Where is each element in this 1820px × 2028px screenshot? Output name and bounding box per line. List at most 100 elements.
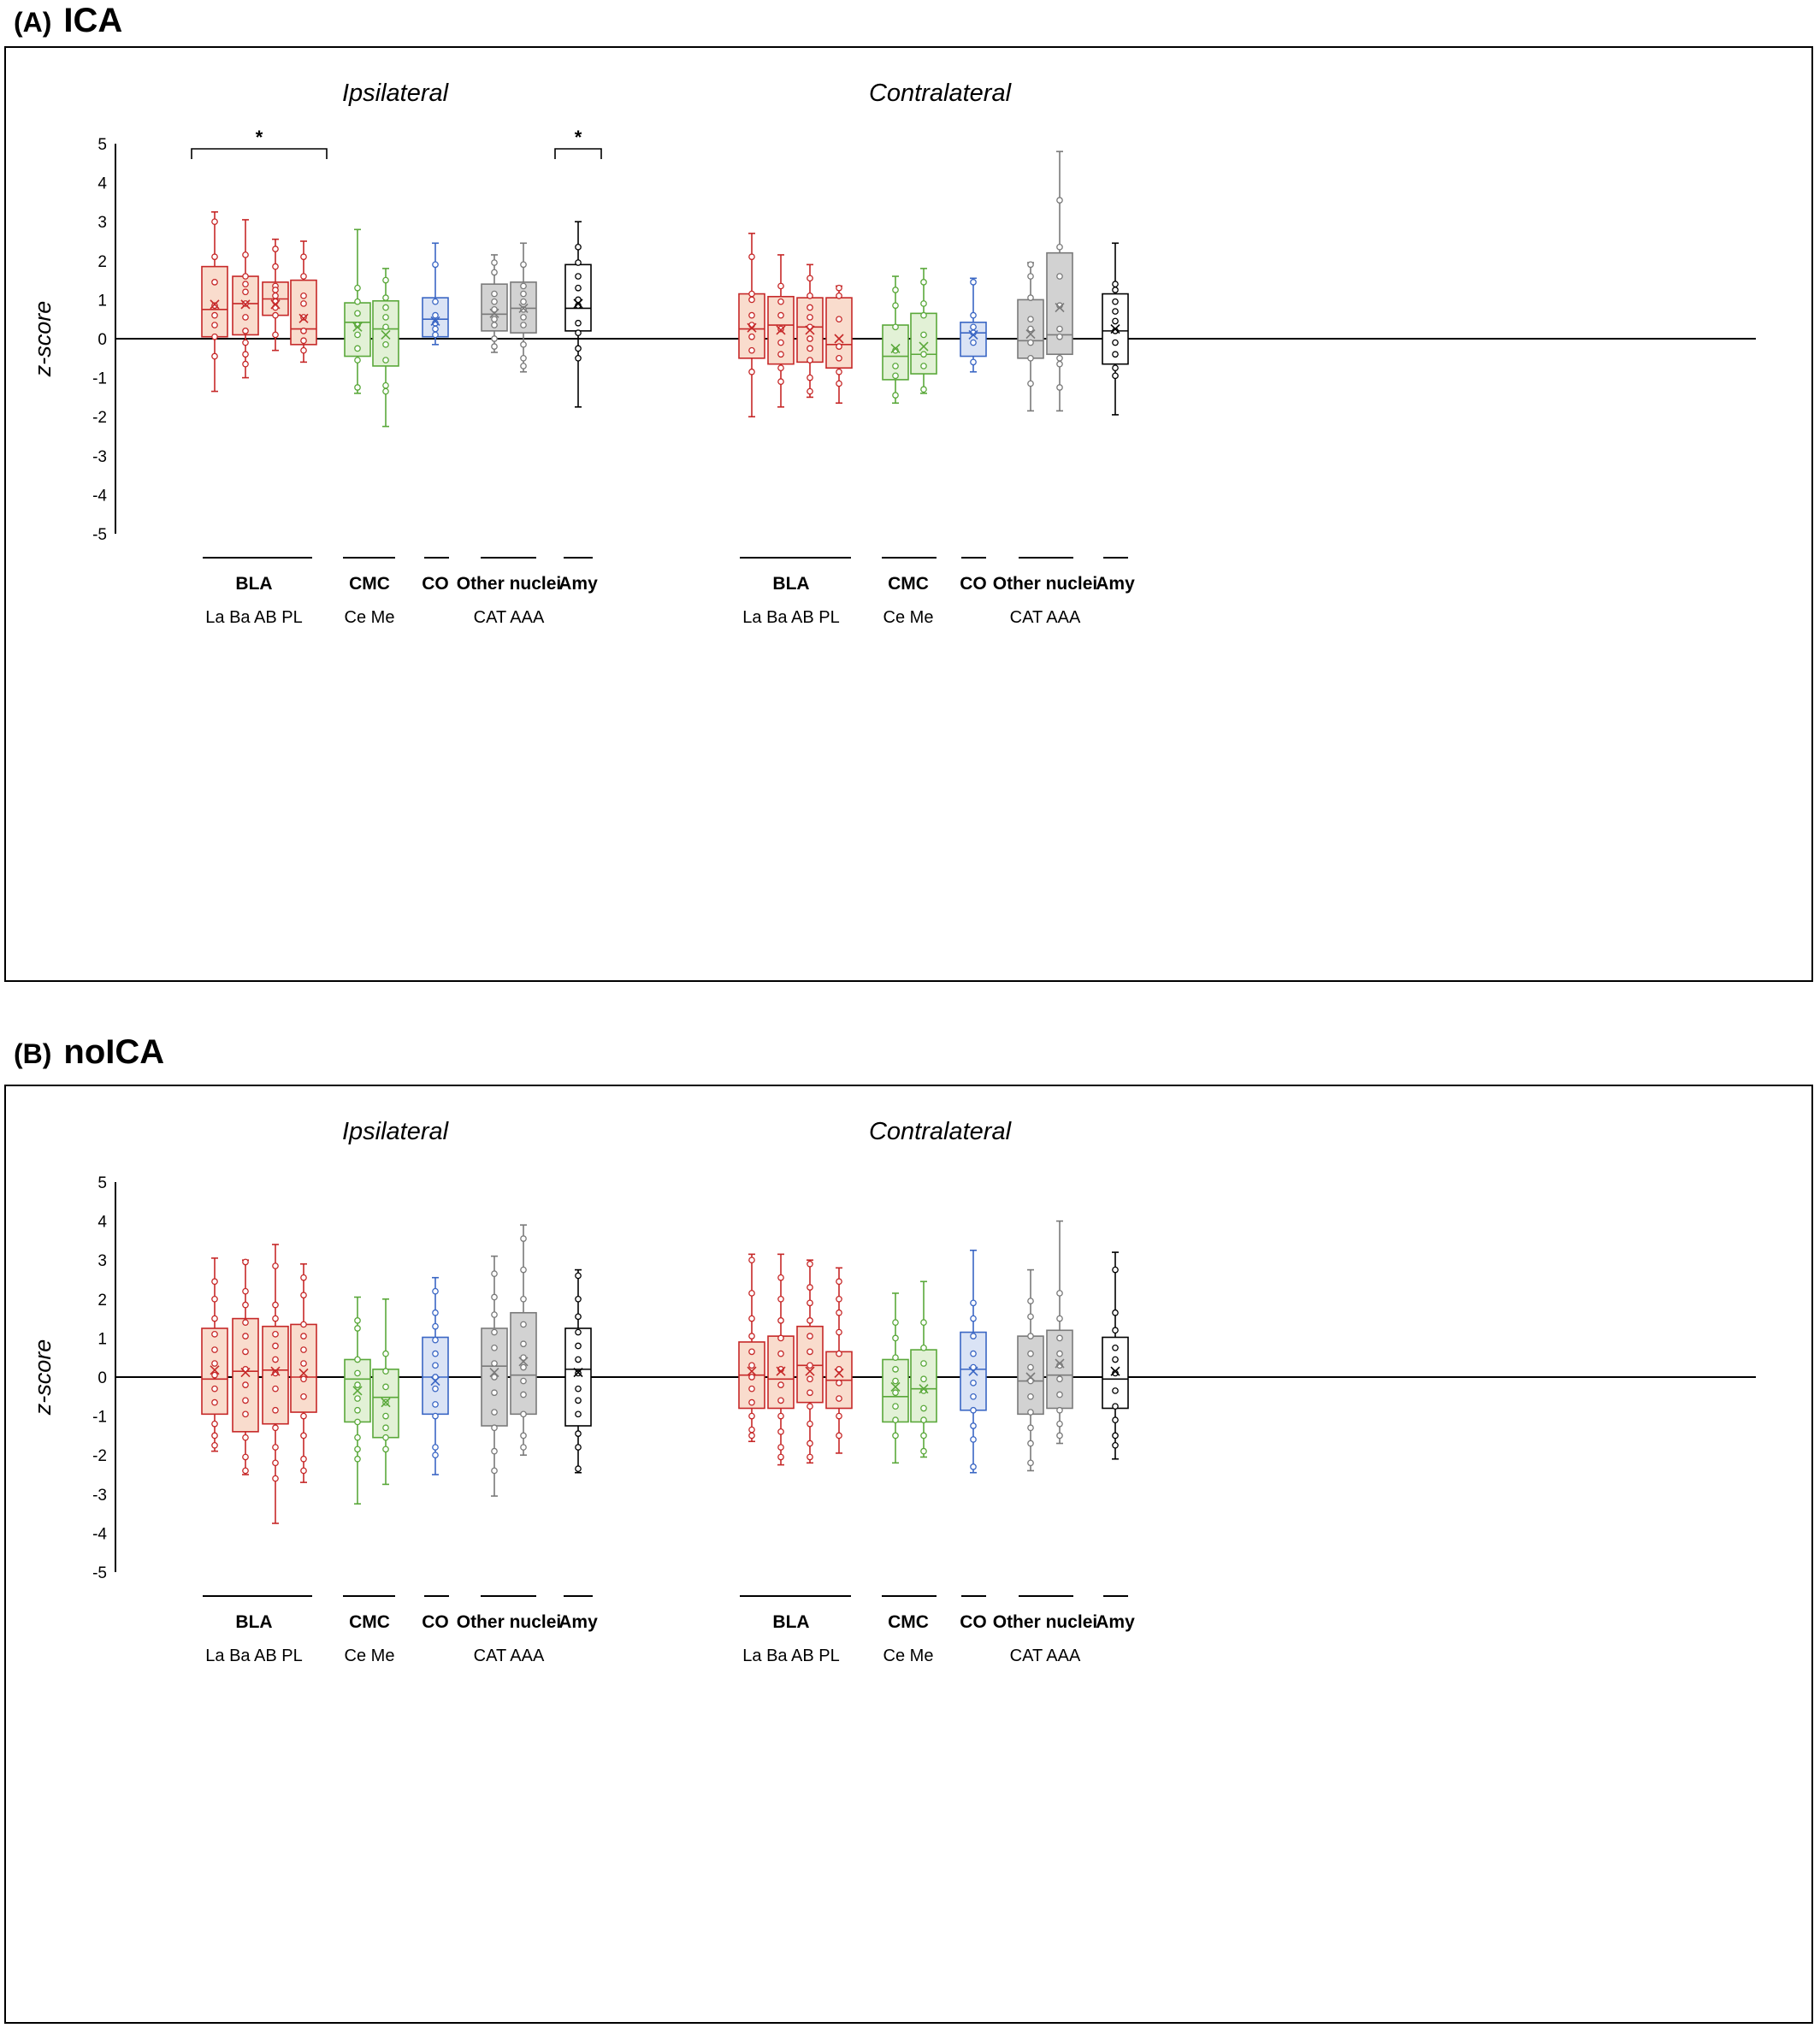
y-tick-label: 5 [98,1174,107,1192]
mean-marker [210,299,220,310]
group-label: CMC [349,1612,390,1632]
data-point [807,1362,813,1369]
mean-marker [890,1381,901,1392]
data-point [920,279,927,286]
data-point [970,1315,977,1322]
data-point [491,298,498,305]
data-point [211,1330,218,1338]
group-label: Other nuclei [993,1612,1098,1632]
group-label: Other nuclei [457,1612,562,1632]
mean-marker [1110,1366,1120,1376]
group-sublabel: La Ba AB PL [742,1647,839,1665]
data-point [920,1375,927,1383]
box-plot [960,277,987,373]
box-plot [232,219,259,379]
box-plot [201,1257,228,1452]
significance-bracket [191,148,328,159]
data-point [300,273,307,280]
data-point [520,1432,527,1440]
mean-marker [430,316,440,327]
data-point [520,1321,527,1328]
data-point [1027,1440,1034,1447]
mean-marker [805,325,815,335]
data-point [1056,273,1063,280]
data-point [300,1321,307,1328]
data-point [1112,298,1119,305]
box-plot [796,1259,824,1464]
data-point [1027,1377,1034,1385]
data-point [382,314,389,321]
data-point [748,1432,755,1440]
data-point [575,1356,582,1363]
y-tick-label: 0 [98,331,107,349]
box-plot [767,1253,795,1466]
data-point [491,1374,498,1381]
mean-marker [381,329,391,340]
data-point [748,1348,755,1356]
significance-star: * [256,127,263,148]
data-point [300,1274,307,1281]
data-point [520,340,527,348]
data-point [432,311,439,319]
data-point [300,1360,307,1367]
data-point [1027,325,1034,333]
data-point [748,346,755,354]
mean-marker [805,1366,815,1376]
data-point [432,1322,439,1330]
data-point [242,1287,249,1295]
data-point [491,1360,498,1367]
data-point [836,1278,842,1286]
data-point [300,1432,307,1440]
significance-bracket [554,148,602,159]
data-point [777,325,784,333]
data-point [520,1377,527,1385]
data-point [807,1420,813,1428]
box-plot [262,238,289,352]
data-point [836,292,842,299]
mean-marker [298,1368,309,1379]
box-plot [564,1268,592,1474]
data-point [520,1410,527,1418]
data-point [242,1410,249,1418]
iqr-box [372,299,399,367]
data-point [432,1362,439,1369]
data-point [1027,339,1034,346]
data-point [354,357,361,364]
data-point [272,1301,279,1309]
data-point [300,337,307,345]
box-plot [882,275,909,405]
mean-marker [1025,1372,1036,1382]
data-point [354,1317,361,1324]
data-point [1027,354,1034,362]
data-point [836,1412,842,1420]
data-point [432,1444,439,1451]
data-point [807,335,813,342]
data-point [272,311,279,319]
data-point [836,368,842,375]
box-plot [1102,242,1129,416]
data-point [354,1446,361,1453]
mean-marker [573,1367,583,1378]
data-point [520,1391,527,1398]
data-point [354,1406,361,1414]
data-point [807,1299,813,1307]
data-point [777,298,784,305]
group-sublabel: Ce Me [345,608,395,627]
data-point [1027,261,1034,269]
data-point [1056,1350,1063,1357]
data-point [242,1381,249,1388]
data-point [242,288,249,296]
data-point [575,1272,582,1280]
data-point [272,1385,279,1392]
data-point [892,1334,899,1342]
data-point [491,343,498,350]
box-plot [1046,1220,1073,1445]
y-tick-label: 2 [98,1292,107,1310]
data-point [300,1375,307,1383]
data-point [1112,1387,1119,1394]
data-point [432,331,439,339]
data-point [1112,1309,1119,1316]
data-point [777,1428,784,1435]
data-point [575,273,582,280]
y-tick-label: -1 [92,370,107,388]
